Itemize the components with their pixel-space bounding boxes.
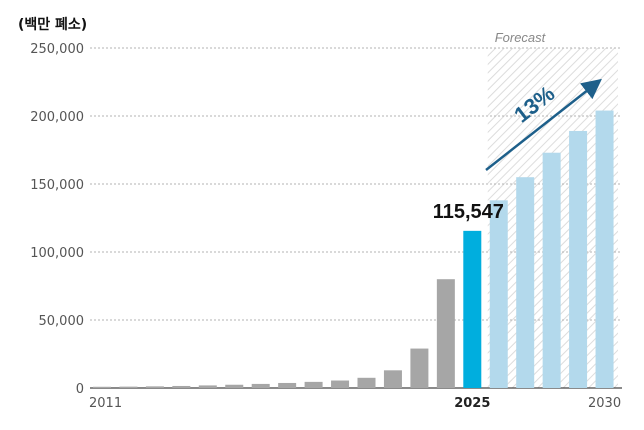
- x-tick-label: 2030: [588, 396, 621, 411]
- bar-2014: [172, 385, 191, 388]
- bar-2018: [278, 382, 297, 388]
- current-value-callout: 115,547: [433, 201, 504, 223]
- y-axis-unit-label: (백만 폐소): [18, 17, 88, 33]
- bar-2011: [93, 386, 111, 388]
- bar-2020: [331, 380, 350, 388]
- bar-2019: [304, 381, 323, 388]
- bar-2029: [569, 130, 588, 388]
- bar-2012: [119, 386, 138, 388]
- bar-2016: [225, 384, 244, 388]
- bar-2025: [463, 230, 482, 388]
- forecast-label: Forecast: [495, 30, 547, 45]
- bar-2013: [145, 386, 164, 388]
- x-tick-label: 2011: [89, 396, 122, 411]
- growth-trend-arrow: [485, 78, 602, 171]
- y-tick-label: 250,000: [30, 42, 84, 57]
- bar-2022: [383, 370, 402, 388]
- y-tick-label: 0: [76, 382, 84, 397]
- x-tick-label: 2025: [454, 396, 490, 411]
- bar-2027: [516, 177, 535, 388]
- bar-2024: [436, 279, 455, 388]
- y-tick-label: 50,000: [39, 314, 85, 329]
- bar-2030: [595, 110, 614, 388]
- y-tick-label: 100,000: [30, 246, 84, 261]
- bar-2021: [357, 377, 376, 388]
- bar-2015: [198, 385, 217, 388]
- bar-2017: [251, 383, 270, 388]
- bar-2023: [410, 348, 429, 388]
- bar-2026: [489, 200, 508, 388]
- bar-2028: [542, 152, 561, 388]
- y-tick-label: 200,000: [30, 110, 84, 125]
- y-tick-label: 150,000: [30, 178, 84, 193]
